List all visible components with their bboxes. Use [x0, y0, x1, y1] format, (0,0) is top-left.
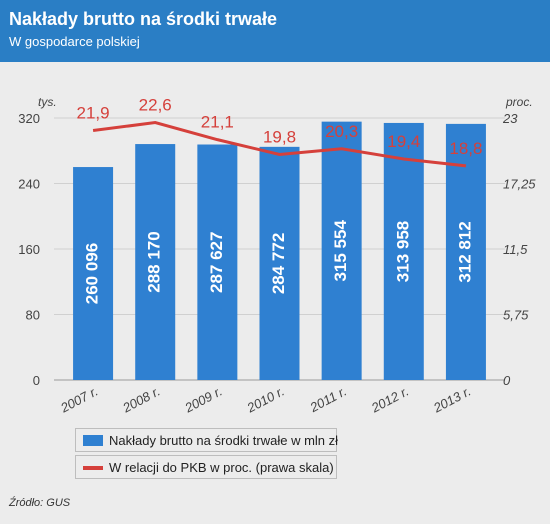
- bar: [445, 123, 486, 380]
- x-tick-label: 2007 r.: [57, 383, 100, 415]
- x-tick-label: 2010 r.: [244, 383, 287, 415]
- line-value-label: 21,1: [201, 113, 234, 132]
- left-tick-label: 80: [26, 308, 40, 323]
- bar-value-label: 284 772: [269, 233, 288, 294]
- left-tick-label: 320: [18, 111, 40, 126]
- bar-value-label: 313 958: [393, 221, 412, 282]
- x-tick-label: 2009 r.: [182, 383, 225, 415]
- bar-value-label: 288 170: [145, 231, 164, 292]
- left-tick-label: 160: [18, 242, 40, 257]
- bar: [73, 167, 114, 380]
- bar: [197, 144, 238, 380]
- bar: [135, 144, 176, 380]
- legend-bar-swatch: [83, 435, 103, 446]
- bar-value-label: 312 812: [455, 221, 474, 282]
- x-tick-label: 2012 r.: [368, 383, 411, 415]
- right-tick-label: 5,75: [503, 308, 529, 323]
- legend-item-bars: Nakłady brutto na środki trwałe w mln zł: [75, 428, 339, 452]
- chart-legend: Nakłady brutto na środki trwałe w mln zł…: [75, 428, 339, 482]
- x-tick-label: 2011 r.: [307, 383, 349, 415]
- bar-value-label: 260 096: [83, 243, 102, 304]
- bar-value-label: 315 554: [331, 220, 350, 282]
- line-value-label: 18,8: [449, 139, 482, 158]
- right-tick-label: 17,25: [503, 177, 536, 192]
- left-tick-label: 240: [18, 177, 40, 192]
- chart-title: Nakłady brutto na środki trwałe: [9, 9, 278, 29]
- line-value-label: 19,8: [263, 127, 296, 146]
- right-tick-label: 0: [503, 373, 511, 388]
- legend-line-swatch: [83, 466, 103, 470]
- source-note: Źródło: GUS: [9, 497, 71, 509]
- right-tick-label: 11,5: [503, 242, 528, 257]
- bar-value-label: 287 627: [207, 232, 226, 293]
- legend-label-line: W relacji do PKB w proc. (prawa skala): [109, 460, 334, 475]
- bar: [259, 146, 300, 380]
- left-tick-label: 0: [33, 373, 40, 388]
- right-tick-label: 23: [502, 111, 518, 126]
- line-series: [92, 121, 467, 168]
- chart-subtitle: W gospodarce polskiej: [9, 34, 140, 49]
- line-value-label: 21,9: [77, 104, 110, 123]
- left-axis-unit: tys.: [38, 95, 57, 109]
- right-axis-unit: proc.: [505, 95, 533, 109]
- legend-item-line: W relacji do PKB w proc. (prawa skala): [75, 455, 337, 479]
- chart-plot: 0 0 80 5,75 160 11,5 240 17,25 320 23 tys. proc. 260…: [18, 95, 536, 416]
- x-tick-label: 2013 r.: [430, 383, 473, 415]
- chart-header: Nakłady brutto na środki trwałe W gospod…: [0, 0, 550, 62]
- legend-label-bars: Nakłady brutto na środki trwałe w mln zł: [109, 433, 339, 448]
- x-tick-label: 2008 r.: [119, 383, 162, 415]
- line-value-label: 20,3: [325, 122, 358, 141]
- line-value-label: 19,4: [387, 132, 420, 151]
- bar: [383, 122, 424, 380]
- line-value-label: 22,6: [139, 96, 172, 115]
- bar: [321, 121, 362, 380]
